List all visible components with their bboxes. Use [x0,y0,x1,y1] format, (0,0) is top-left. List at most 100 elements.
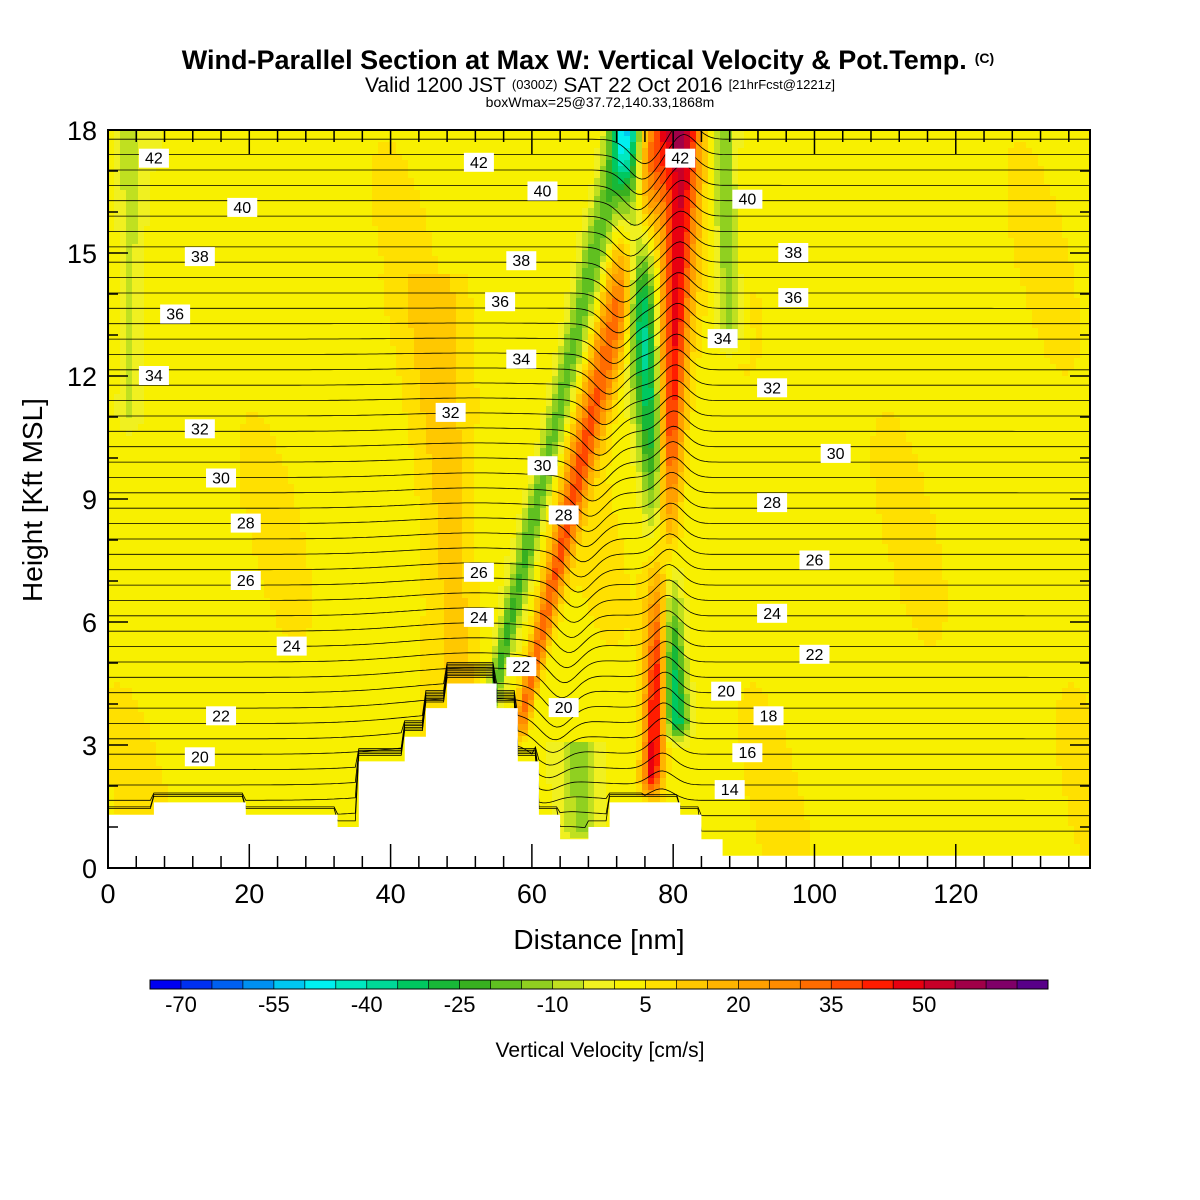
velocity-cell [558,214,565,221]
velocity-cell [852,232,859,239]
velocity-cell [762,142,769,149]
velocity-cell [672,136,679,143]
velocity-cell [342,208,349,215]
velocity-cell [696,238,703,245]
velocity-cell [234,250,241,257]
velocity-cell [186,154,193,161]
velocity-cell [666,184,673,191]
velocity-cell [876,202,883,209]
velocity-cell [234,304,241,311]
velocity-cell [1002,208,1009,215]
velocity-cell [114,166,121,173]
velocity-cell [654,166,661,173]
velocity-cell [762,286,769,293]
velocity-cell [1044,244,1051,251]
velocity-cell [318,244,325,251]
velocity-cell [954,166,961,173]
velocity-cell [966,298,973,305]
velocity-cell [324,160,331,167]
velocity-cell [216,244,223,251]
velocity-cell [516,238,523,245]
velocity-cell [846,172,853,179]
velocity-cell [618,184,625,191]
velocity-cell [660,286,667,293]
velocity-cell [360,232,367,239]
velocity-cell [198,130,205,137]
velocity-cell [360,310,367,317]
velocity-cell [708,148,715,155]
velocity-cell [420,238,427,245]
velocity-cell [1026,148,1033,155]
velocity-cell [1086,268,1090,275]
velocity-cell [636,202,643,209]
velocity-cell [198,142,205,149]
velocity-cell [978,256,985,263]
velocity-cell [618,190,625,197]
velocity-cell [198,232,205,239]
velocity-cell [924,298,931,305]
velocity-cell [240,238,247,245]
velocity-cell [714,148,721,155]
velocity-cell [150,286,157,293]
velocity-cell [450,286,457,293]
velocity-cell [246,172,253,179]
velocity-cell [270,244,277,251]
velocity-cell [618,220,625,227]
velocity-cell [912,160,919,167]
velocity-cell [966,280,973,287]
velocity-cell [738,148,745,155]
velocity-cell [804,184,811,191]
velocity-cell [114,232,121,239]
velocity-cell [390,286,397,293]
velocity-cell [846,184,853,191]
velocity-cell [966,190,973,197]
velocity-cell [474,172,481,179]
velocity-cell [624,250,631,257]
velocity-cell [996,190,1003,197]
velocity-cell [1050,268,1057,275]
velocity-cell [288,184,295,191]
velocity-cell [708,298,715,305]
velocity-cell [306,196,313,203]
velocity-cell [306,154,313,161]
velocity-cell [1080,280,1087,287]
velocity-cell [198,292,205,299]
velocity-cell [714,262,721,269]
velocity-cell [516,280,523,287]
velocity-cell [570,148,577,155]
velocity-cell [564,178,571,185]
velocity-cell [120,142,127,149]
velocity-cell [720,202,727,209]
velocity-cell [240,178,247,185]
velocity-cell [816,214,823,221]
velocity-cell [936,130,943,137]
velocity-cell [402,250,409,257]
velocity-cell [780,172,787,179]
velocity-cell [564,214,571,221]
velocity-cell [534,178,541,185]
velocity-cell [258,178,265,185]
velocity-cell [312,310,319,317]
velocity-cell [234,298,241,305]
velocity-cell [378,214,385,221]
velocity-cell [300,190,307,197]
chart-title: Wind-Parallel Section at Max W: Vertical… [182,45,994,75]
velocity-cell [276,232,283,239]
velocity-cell [372,262,379,269]
velocity-cell [720,184,727,191]
velocity-cell [822,154,829,161]
velocity-cell [900,280,907,287]
velocity-cell [672,244,679,251]
velocity-cell [312,154,319,161]
velocity-cell [918,220,925,227]
velocity-cell [786,166,793,173]
velocity-cell [984,304,991,311]
velocity-cell [924,202,931,209]
velocity-cell [606,178,613,185]
velocity-cell [882,184,889,191]
velocity-cell [984,166,991,173]
velocity-cell [828,178,835,185]
velocity-cell [264,184,271,191]
velocity-cell [522,292,529,299]
velocity-cell [168,160,175,167]
